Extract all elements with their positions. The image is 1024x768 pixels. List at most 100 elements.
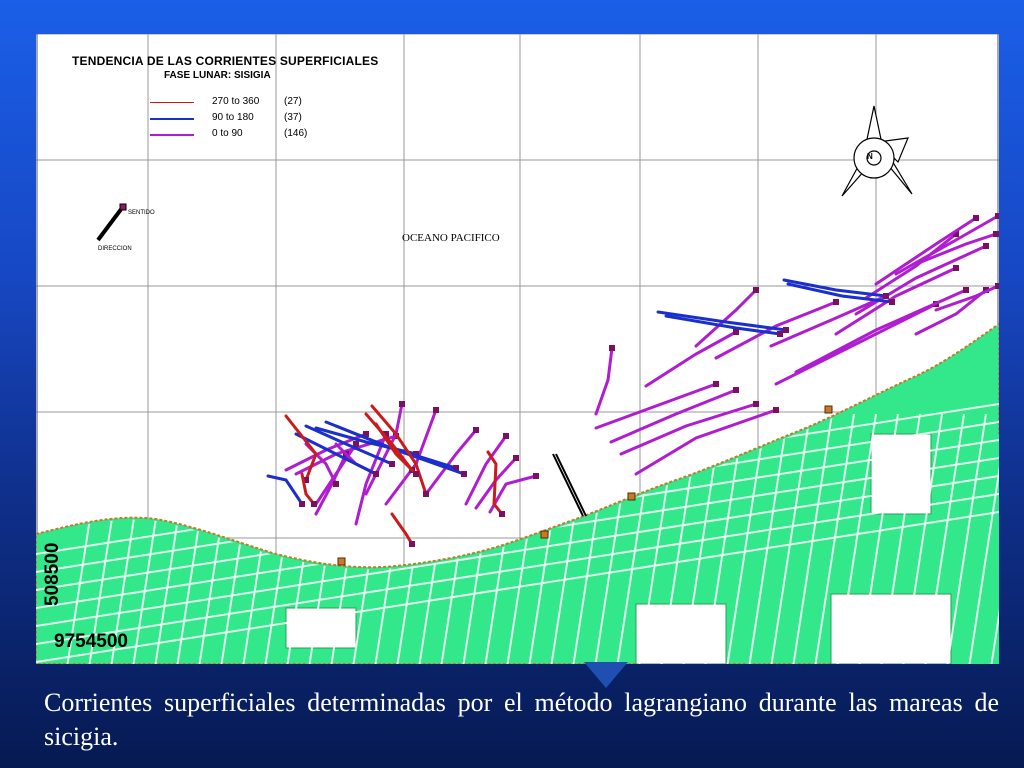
compass-north-label: N bbox=[867, 152, 873, 161]
current-endpoint-marker bbox=[777, 331, 783, 337]
current-track bbox=[374, 422, 418, 476]
slide-caption: Corrientes superficiales determinadas po… bbox=[44, 688, 999, 751]
legend-item-blue: 90 to 180 (37) bbox=[150, 112, 350, 126]
current-track bbox=[266, 474, 304, 506]
legend-item-purple: 0 to 90 (146) bbox=[150, 128, 350, 142]
current-endpoint-marker bbox=[513, 455, 519, 461]
current-track bbox=[914, 288, 988, 336]
current-endpoint-marker bbox=[995, 283, 999, 289]
current-endpoint-marker bbox=[993, 231, 999, 237]
legend-count: (27) bbox=[284, 96, 302, 107]
current-endpoint-marker bbox=[433, 407, 439, 413]
ocean-label: OCEANO PACIFICO bbox=[402, 232, 500, 244]
street-line bbox=[725, 413, 767, 664]
caption-pointer-icon bbox=[584, 662, 628, 688]
current-endpoint-marker bbox=[303, 477, 309, 483]
legend-subtitle: FASE LUNAR: SISIGIA bbox=[164, 70, 271, 81]
current-endpoint-marker bbox=[963, 287, 969, 293]
current-endpoint-marker bbox=[953, 231, 959, 237]
direction-key-icon bbox=[96, 203, 127, 242]
current-track bbox=[854, 244, 988, 316]
current-endpoint-marker bbox=[409, 541, 415, 547]
current-track bbox=[769, 294, 888, 348]
current-endpoint-marker bbox=[833, 299, 839, 305]
current-endpoint-marker bbox=[713, 381, 719, 387]
current-track bbox=[864, 232, 958, 300]
street-line bbox=[36, 475, 999, 627]
current-track bbox=[782, 278, 888, 298]
current-endpoint-marker bbox=[461, 471, 467, 477]
current-track bbox=[609, 388, 738, 444]
current-endpoint-marker bbox=[503, 433, 509, 439]
legend-range: 0 to 90 bbox=[212, 128, 243, 139]
current-track bbox=[390, 512, 414, 546]
current-endpoint-marker bbox=[753, 287, 759, 293]
land-area bbox=[36, 322, 999, 664]
current-track bbox=[834, 266, 958, 336]
jetty bbox=[552, 453, 587, 517]
current-endpoint-marker bbox=[995, 213, 999, 219]
street-line bbox=[967, 413, 999, 664]
current-track bbox=[334, 424, 466, 476]
current-track bbox=[294, 432, 378, 476]
current-track bbox=[486, 450, 504, 516]
current-track bbox=[464, 434, 508, 506]
current-track bbox=[714, 300, 838, 360]
street-line bbox=[36, 511, 999, 663]
current-track bbox=[644, 330, 738, 388]
current-endpoint-marker bbox=[473, 427, 479, 433]
current-endpoint-marker bbox=[889, 299, 895, 305]
street-line bbox=[747, 413, 789, 664]
current-endpoint-marker bbox=[733, 387, 739, 393]
current-track bbox=[304, 424, 394, 466]
current-track bbox=[786, 282, 894, 304]
street-line bbox=[923, 413, 965, 664]
street-line bbox=[989, 413, 999, 664]
current-track bbox=[424, 428, 478, 496]
legend-count: (146) bbox=[284, 128, 308, 139]
current-track bbox=[634, 408, 778, 476]
current-track bbox=[594, 346, 614, 416]
current-track bbox=[314, 452, 348, 516]
current-endpoint-marker bbox=[733, 329, 739, 335]
legend-swatch-red bbox=[150, 102, 194, 103]
street-line bbox=[879, 413, 921, 664]
current-endpoint-marker bbox=[973, 215, 979, 221]
current-endpoint-marker bbox=[783, 327, 789, 333]
current-track bbox=[914, 232, 998, 266]
current-endpoint-marker bbox=[773, 407, 779, 413]
legend-item-red: 270 to 360 (27) bbox=[150, 96, 350, 110]
current-endpoint-marker bbox=[533, 473, 539, 479]
legend-swatch-purple bbox=[150, 134, 194, 136]
current-track bbox=[370, 404, 428, 496]
street-line bbox=[835, 413, 877, 664]
map-canvas bbox=[36, 34, 999, 664]
current-endpoint-marker bbox=[311, 501, 317, 507]
direccion-label: DIRECCION bbox=[98, 246, 132, 252]
current-track bbox=[934, 284, 999, 312]
street-line bbox=[36, 493, 999, 645]
street-line bbox=[901, 413, 943, 664]
current-endpoint-marker bbox=[299, 501, 305, 507]
current-endpoint-marker bbox=[353, 441, 359, 447]
current-endpoint-marker bbox=[373, 471, 379, 477]
current-endpoint-marker bbox=[399, 401, 405, 407]
easting-coordinate: 508500 bbox=[42, 542, 63, 606]
map-panel: TENDENCIA DE LAS CORRIENTES SUPERFICIALE… bbox=[36, 34, 999, 664]
current-track bbox=[656, 310, 788, 332]
current-track bbox=[794, 288, 968, 374]
north-arrow-icon bbox=[841, 105, 913, 197]
current-track bbox=[284, 414, 318, 482]
current-endpoint-marker bbox=[383, 431, 389, 437]
street-line bbox=[813, 413, 855, 664]
street-line bbox=[791, 413, 833, 664]
current-endpoint-marker bbox=[753, 401, 759, 407]
street-line bbox=[945, 413, 987, 664]
current-endpoint-marker bbox=[423, 491, 429, 497]
current-endpoint-marker bbox=[389, 461, 395, 467]
current-endpoint-marker bbox=[453, 465, 459, 471]
current-endpoint-marker bbox=[499, 511, 505, 517]
current-track bbox=[300, 472, 316, 506]
current-track bbox=[619, 402, 758, 456]
current-endpoint-marker bbox=[883, 293, 889, 299]
